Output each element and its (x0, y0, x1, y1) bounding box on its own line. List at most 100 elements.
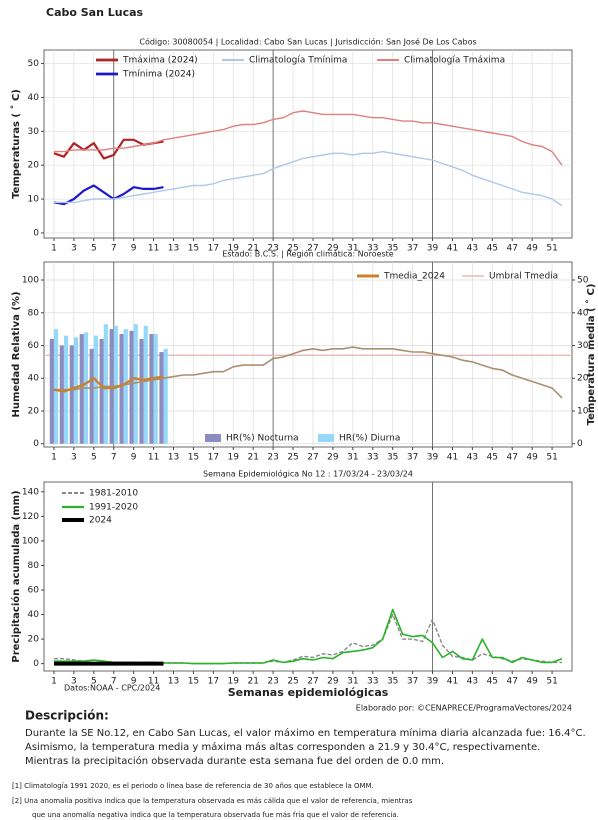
x-axis-label: Semanas epidemiológicas (228, 686, 389, 699)
x-tick-label: 31 (347, 677, 358, 687)
x-tick-label: 17 (208, 677, 219, 687)
y-tick-label: 60 (28, 341, 40, 351)
x-tick-label: 7 (111, 453, 117, 463)
y2-tick-label: 40 (577, 308, 589, 318)
y-tick-label: 40 (28, 610, 40, 620)
x-tick-label: 33 (367, 677, 378, 687)
y-tick-label: 0 (33, 439, 39, 449)
annotation: Datos:NOAA - CPC/2024 (64, 684, 160, 693)
x-tick-label: 7 (111, 677, 117, 687)
x-tick-label: 11 (148, 453, 159, 463)
description-line: Mientras la precipitación observada dura… (25, 755, 444, 767)
x-tick-label: 9 (131, 677, 137, 687)
y2-tick-label: 50 (577, 276, 589, 286)
x-tick-label: 47 (506, 677, 517, 687)
x-tick-label: 1 (51, 677, 57, 687)
legend-swatch (318, 434, 334, 442)
x-tick-label: 43 (467, 453, 478, 463)
x-tick-label: 5 (91, 677, 97, 687)
series-line (54, 150, 563, 207)
x-tick-label: 35 (387, 677, 398, 687)
bar (149, 334, 154, 444)
y-tick-label: 20 (28, 635, 40, 645)
y-tick-label: 50 (28, 59, 40, 69)
description-heading: Descripción: (25, 709, 109, 723)
legend-label: Tmáxima (2024) (122, 56, 198, 66)
x-tick-label: 29 (327, 244, 339, 254)
bar (113, 325, 118, 444)
x-tick-label: 5 (91, 244, 97, 254)
y-tick-label: 80 (28, 308, 40, 318)
footnote: que una anomalía negativa indica que la … (32, 811, 399, 819)
y-tick-label: 100 (22, 536, 39, 546)
y2-tick-label: 20 (577, 374, 589, 384)
x-tick-label: 35 (387, 453, 398, 463)
x-tick-label: 37 (407, 677, 418, 687)
x-tick-label: 41 (447, 244, 458, 254)
y-tick-label: 80 (28, 561, 40, 571)
x-tick-label: 21 (247, 677, 258, 687)
x-tick-label: 39 (427, 677, 439, 687)
legend-label: 2024 (89, 516, 112, 526)
x-tick-label: 11 (148, 677, 159, 687)
y-axis-label: Humedad Relativa (%) (11, 291, 22, 417)
x-tick-label: 49 (526, 677, 538, 687)
x-tick-label: 1 (51, 453, 57, 463)
x-tick-label: 43 (467, 677, 478, 687)
x-tick-label: 33 (367, 244, 378, 254)
x-tick-label: 3 (71, 677, 77, 687)
x-tick-label: 43 (467, 244, 478, 254)
x-tick-label: 45 (487, 244, 498, 254)
x-tick-label: 25 (287, 453, 298, 463)
bar (163, 348, 168, 444)
y2-tick-label: 0 (577, 439, 583, 449)
bar (139, 338, 144, 444)
x-tick-label: 49 (526, 453, 538, 463)
legend-swatch (205, 434, 221, 442)
x-tick-label: 23 (267, 244, 278, 254)
x-tick-label: 9 (131, 453, 137, 463)
x-tick-label: 19 (228, 677, 240, 687)
x-tick-label: 45 (487, 677, 498, 687)
x-tick-label: 33 (367, 453, 378, 463)
x-tick-label: 11 (148, 244, 159, 254)
legend-label: Climatología Tmáxima (404, 56, 505, 66)
x-tick-label: 51 (546, 453, 557, 463)
plot-area (43, 481, 573, 672)
bar (159, 352, 164, 444)
x-tick-label: 49 (526, 244, 538, 254)
x-tick-label: 27 (307, 677, 318, 687)
x-tick-label: 41 (447, 453, 458, 463)
x-tick-label: 35 (387, 244, 398, 254)
x-tick-label: 51 (546, 244, 557, 254)
x-tick-label: 15 (188, 244, 199, 254)
x-tick-label: 19 (228, 244, 240, 254)
x-tick-label: 47 (506, 453, 517, 463)
x-tick-label: 37 (407, 453, 418, 463)
y-tick-label: 30 (28, 127, 40, 137)
x-tick-label: 47 (506, 244, 517, 254)
x-tick-label: 39 (427, 244, 439, 254)
chart-subtitle: Código: 30080054 | Localidad: Cabo San L… (139, 37, 476, 47)
y-tick-label: 10 (28, 195, 40, 205)
chart-title: Semana Epidemiológica No 12 : 17/03/24 -… (203, 469, 413, 479)
x-tick-label: 13 (168, 453, 179, 463)
y-axis-label: Precipitación acumulada (mm) (10, 490, 22, 662)
x-tick-label: 31 (347, 453, 358, 463)
legend-label: HR(%) Diurna (339, 434, 400, 444)
plot-area (43, 49, 573, 239)
bar (123, 329, 128, 444)
y-tick-label: 20 (28, 161, 40, 171)
series-line (54, 110, 563, 166)
x-tick-label: 21 (247, 244, 258, 254)
x-tick-label: 15 (188, 677, 199, 687)
y-tick-label: 40 (28, 374, 40, 384)
footnote: [1] Climatología 1991 2020, es el period… (12, 782, 374, 790)
legend-label: 1991-2020 (89, 503, 138, 513)
x-tick-label: 13 (168, 244, 179, 254)
chart-subtitle: Estado: B.C.S. | Región climática: Noroe… (222, 249, 394, 259)
bar (133, 324, 138, 444)
description-line: Durante la SE No.12, en Cabo San Lucas, … (25, 727, 586, 739)
bar (119, 334, 124, 444)
y2-axis-label: Temperatura media ( ˚ C) (585, 284, 597, 426)
